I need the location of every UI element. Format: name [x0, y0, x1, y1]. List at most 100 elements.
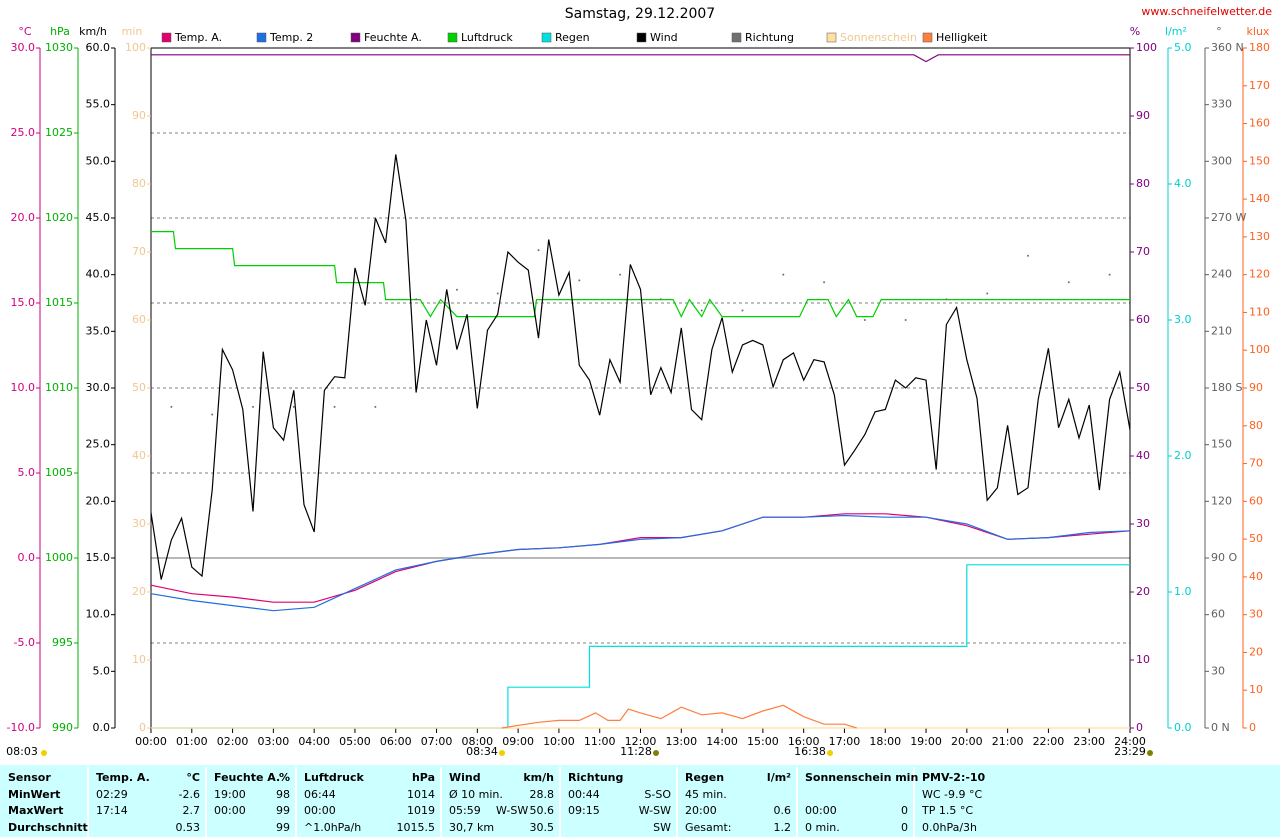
y-tick-label: 150 [1249, 154, 1270, 167]
y-tick-label: 20 [132, 585, 146, 598]
table-cell: W-SW [496, 804, 528, 817]
legend-swatch [826, 32, 837, 43]
y-tick-label: 240 [1211, 268, 1232, 281]
x-tick-label: 16:00 [788, 735, 820, 748]
y-tick-label: 100 [125, 41, 146, 54]
y-tick-label: 5.0 [18, 466, 36, 479]
table-cell: Gesamt: [685, 821, 732, 834]
legend-swatch [731, 32, 742, 43]
y-tick-label: 60 [1211, 608, 1225, 621]
direction-dot [986, 292, 989, 295]
y-tick-label: 90 O [1211, 551, 1237, 564]
x-tick-label: 13:00 [665, 735, 697, 748]
y-tick-label: 120 [1249, 268, 1270, 281]
y-tick-label: 80 [1249, 419, 1263, 432]
y-tick-label: 90 [1136, 109, 1150, 122]
y-tick-label: 15.0 [86, 551, 111, 564]
y-tick-label: 90 [1249, 381, 1263, 394]
axis-unit: klux [1247, 25, 1270, 38]
table-header: hPa [412, 771, 435, 784]
x-tick-label: 05:00 [339, 735, 371, 748]
table-cell: 1019 [407, 804, 435, 817]
table-cell: 02:29 [96, 788, 128, 801]
table-header: °C [186, 771, 200, 784]
y-tick-label: 180 [1249, 41, 1270, 54]
y-tick-label: 35.0 [86, 324, 111, 337]
x-tick-label: 00:00 [135, 735, 167, 748]
legend-label: Temp. A. [174, 31, 222, 44]
y-tick-label: -10.0 [7, 721, 35, 734]
table-header: km/h [523, 771, 554, 784]
y-tick-label: 140 [1249, 192, 1270, 205]
y-tick-label: 25.0 [86, 438, 111, 451]
annotation-icon [653, 750, 659, 756]
table-header: Sonnenschein min [805, 771, 918, 784]
y-tick-label: 0.0 [93, 721, 111, 734]
y-tick-label: 0 [1249, 721, 1256, 734]
summary-panel [0, 765, 1280, 837]
legend-swatch [922, 32, 933, 43]
x-tick-label: 03:00 [258, 735, 290, 748]
x-tick-label: 24:00 [1114, 735, 1146, 748]
direction-dot [904, 319, 907, 321]
y-tick-label: 10 [1249, 683, 1263, 696]
direction-dot [945, 298, 948, 301]
y-tick-label: 50 [1249, 532, 1263, 545]
table-cell: Ø 10 min. [449, 788, 503, 801]
legend-label: Temp. 2 [269, 31, 313, 44]
annotation: 23:29 [1114, 745, 1146, 758]
y-tick-label: 40 [1249, 570, 1263, 583]
y-tick-label: 990 [52, 721, 73, 734]
table-cell: 00:00 [805, 804, 837, 817]
y-tick-label: 1010 [45, 381, 73, 394]
series-line [150, 154, 1131, 580]
y-tick-label: 2.0 [1174, 449, 1192, 462]
y-tick-label: 60 [132, 313, 146, 326]
legend-label: Richtung [745, 31, 794, 44]
annotation: 08:34 [466, 745, 498, 758]
direction-dot [333, 405, 336, 408]
direction-dot [659, 298, 662, 301]
y-tick-label: 1005 [45, 466, 73, 479]
y-tick-label: 1020 [45, 211, 73, 224]
table-header: Wind [449, 771, 481, 784]
y-tick-label: 60 [1136, 313, 1150, 326]
x-tick-label: 07:00 [421, 735, 453, 748]
x-tick-label: 11:00 [584, 735, 616, 748]
table-cell: SW [653, 821, 671, 834]
axis-unit: min [122, 25, 143, 38]
table-cell: 0 [901, 804, 908, 817]
table-header: PMV-2:-10 [922, 771, 986, 784]
annotation-icon [1147, 750, 1153, 756]
y-tick-label: 1025 [45, 126, 73, 139]
y-tick-label: 995 [52, 636, 73, 649]
y-tick-label: 60 [1249, 494, 1263, 507]
y-tick-label: 50 [1136, 381, 1150, 394]
table-cell: 19:00 [214, 788, 246, 801]
y-tick-label: 20.0 [86, 494, 111, 507]
y-tick-label: 55.0 [86, 98, 111, 111]
direction-dot [537, 249, 540, 252]
x-tick-label: 12:00 [625, 735, 657, 748]
y-tick-label: 70 [1136, 245, 1150, 258]
y-tick-label: 150 [1211, 438, 1232, 451]
table-cell: -2.6 [179, 788, 200, 801]
y-tick-label: 1.0 [1174, 585, 1192, 598]
axis-unit: hPa [50, 25, 70, 38]
x-tick-label: 09:00 [502, 735, 534, 748]
annotation-icon [827, 750, 833, 756]
y-tick-label: 120 [1211, 494, 1232, 507]
legend-swatch [161, 32, 172, 43]
x-tick-label: 19:00 [910, 735, 942, 748]
chart-title: Samstag, 29.12.2007 [565, 6, 715, 22]
y-tick-label: 50 [132, 381, 146, 394]
y-tick-label: 30 [132, 517, 146, 530]
table-header: Regen [685, 771, 724, 784]
direction-dot [1027, 254, 1030, 257]
table-cell: 00:44 [568, 788, 600, 801]
y-tick-label: 0.0 [18, 551, 36, 564]
direction-dot [170, 405, 173, 408]
x-tick-label: 10:00 [543, 735, 575, 748]
legend-swatch [447, 32, 458, 43]
y-tick-label: 90 [132, 109, 146, 122]
